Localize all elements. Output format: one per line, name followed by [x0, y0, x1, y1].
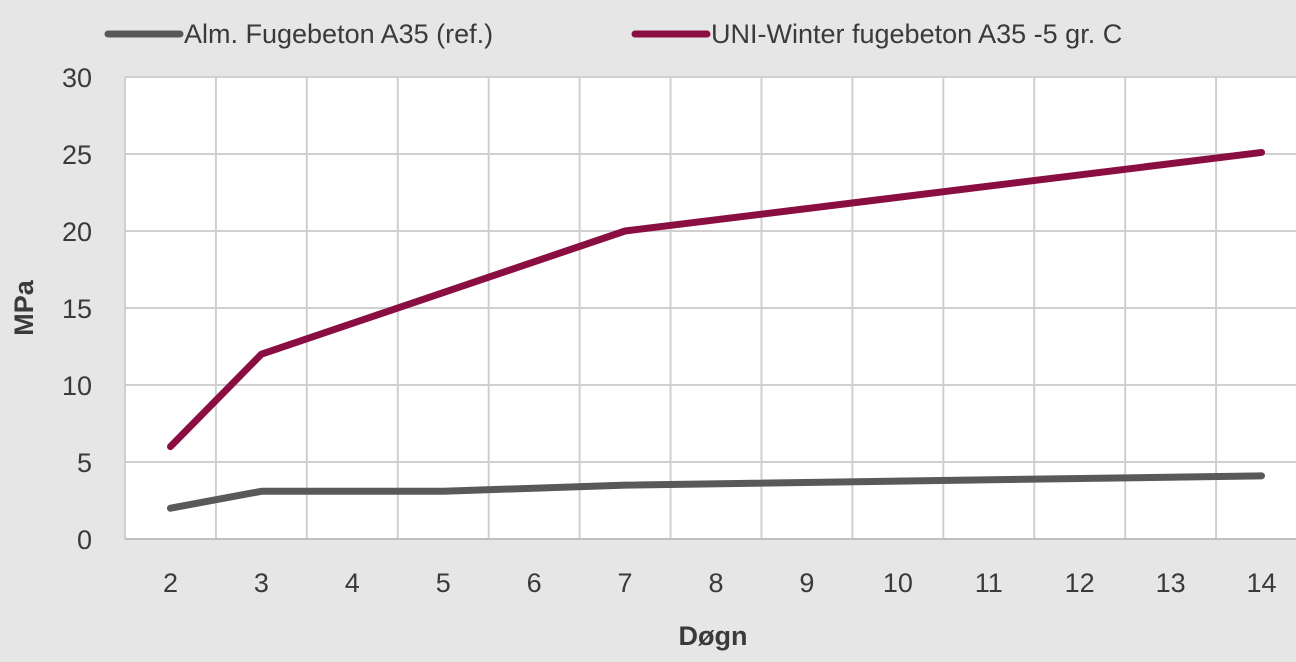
- grid: [124, 76, 1296, 539]
- x-tick-label: 14: [1247, 568, 1277, 598]
- x-tick-label: 4: [345, 568, 360, 598]
- y-tick-label: 5: [77, 448, 92, 478]
- x-tick-label: 3: [254, 568, 269, 598]
- series: [166, 148, 1266, 512]
- x-tick-label: 6: [527, 568, 542, 598]
- series-line-1: [166, 472, 1266, 512]
- y-tick-label: 30: [62, 63, 92, 93]
- x-tick-label: 9: [799, 568, 814, 598]
- x-axis-title: Døgn: [679, 621, 748, 651]
- x-tick-label: 13: [1156, 568, 1186, 598]
- y-tick-label: 15: [62, 294, 92, 324]
- legend-label-1: Alm. Fugebeton A35 (ref.): [184, 19, 493, 49]
- axes: 0 5 10 15 20 25 30 2 3 4 5 6 7 8 9 10 11 12 13 14: [62, 63, 1296, 598]
- legend: Alm. Fugebeton A35 (ref.) UNI-Winter fuge…: [104, 19, 1122, 49]
- y-tick-label: 0: [77, 525, 92, 555]
- x-tick-label: 10: [883, 568, 913, 598]
- y-tick-label: 20: [62, 217, 92, 247]
- x-tick-label: 2: [163, 568, 178, 598]
- x-tick-label: 11: [975, 568, 1003, 598]
- y-tick-label: 10: [62, 371, 92, 401]
- series-line-2: [166, 148, 1266, 451]
- x-tick-label: 12: [1065, 568, 1095, 598]
- x-tick-label: 5: [436, 568, 451, 598]
- x-tick-label: 7: [618, 568, 633, 598]
- x-tick-label: 8: [708, 568, 723, 598]
- y-axis-title: MPa: [9, 279, 39, 336]
- legend-label-2: UNI-Winter fugebeton A35 -5 gr. C: [711, 19, 1122, 49]
- y-tick-label: 25: [62, 140, 92, 170]
